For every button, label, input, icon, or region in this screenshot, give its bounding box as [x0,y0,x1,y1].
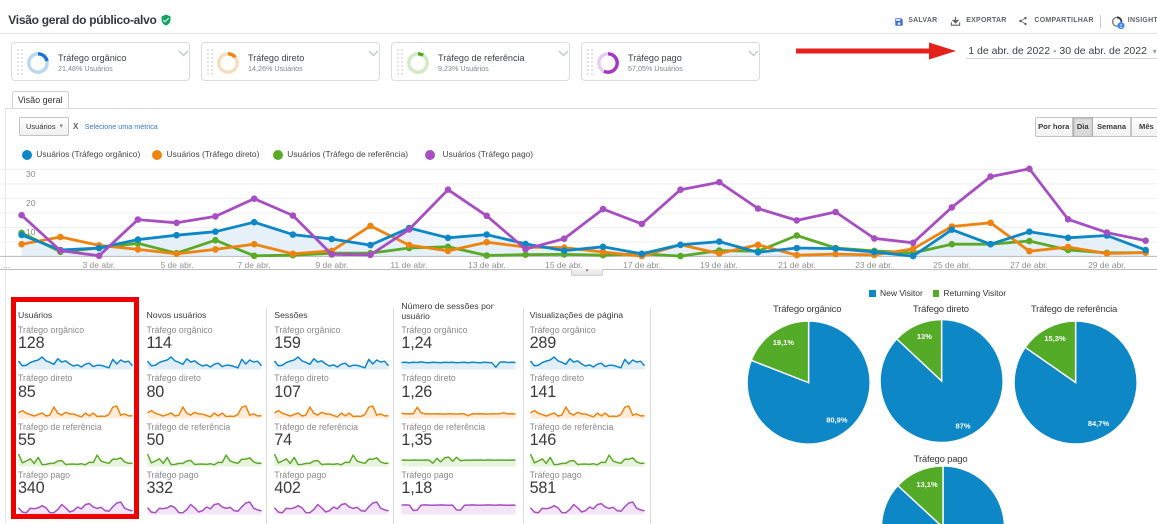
svg-text:1: 1 [1119,23,1122,29]
svg-text:87%: 87% [955,422,970,431]
svg-text:19,1%: 19,1% [773,338,795,347]
svg-text:13%: 13% [917,332,932,341]
svg-text:80,9%: 80,9% [826,415,848,424]
svg-text:13,1%: 13,1% [916,480,938,489]
svg-text:84,7%: 84,7% [1088,419,1110,428]
svg-text:15,3%: 15,3% [1044,334,1066,343]
